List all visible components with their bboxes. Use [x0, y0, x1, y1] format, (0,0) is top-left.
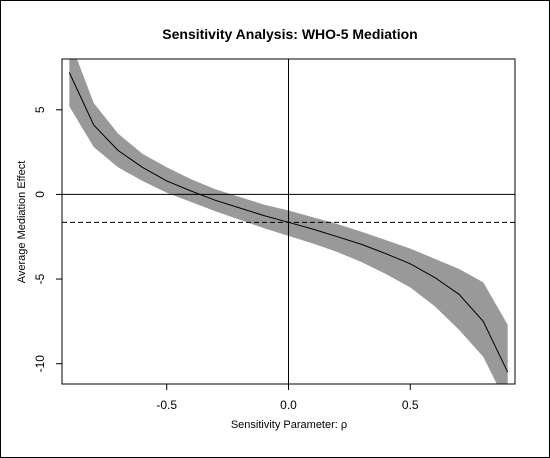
estimate-line [68, 72, 509, 373]
chart-title: Sensitivity Analysis: WHO-5 Mediation [162, 26, 417, 42]
x-axis-label: Sensitivity Parameter: ρ [231, 419, 347, 431]
y-axis: -10 -5 0 5 [33, 106, 62, 372]
x-tick-label: -0.5 [156, 398, 177, 412]
y-tick-label: 0 [33, 191, 47, 198]
x-tick-label: 0.0 [280, 398, 297, 412]
x-tick-label: 0.5 [402, 398, 419, 412]
x-axis: -0.5 0.0 0.5 [156, 384, 419, 412]
y-tick-label: 5 [33, 106, 47, 113]
y-tick-label: -10 [33, 355, 47, 373]
y-axis-label: Average Mediation Effect [16, 161, 28, 284]
y-tick-label: -5 [33, 273, 47, 284]
